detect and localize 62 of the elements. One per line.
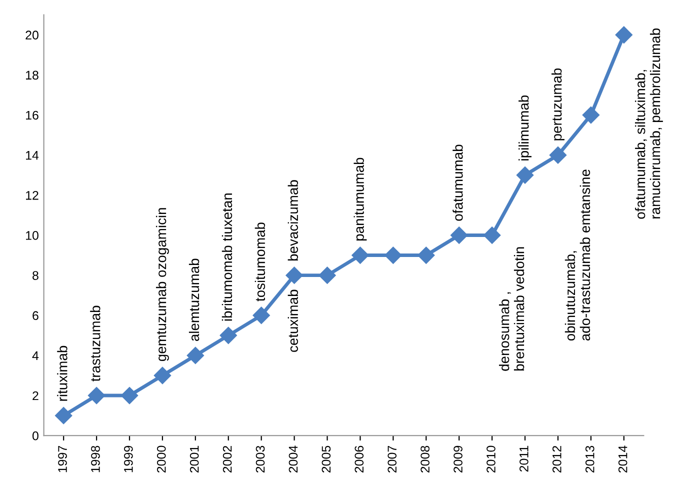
annotation: tositumomab <box>254 222 266 302</box>
point <box>384 246 402 264</box>
x-tick-label: 2006 <box>354 446 364 472</box>
y-tick-label: 12 <box>26 190 38 200</box>
x-tick-label: 2005 <box>322 446 331 472</box>
point <box>352 246 369 264</box>
annotation: ofatumumab <box>452 144 463 221</box>
x-tick-label: 2009 <box>454 446 462 472</box>
y-tick-label: 16 <box>26 110 38 120</box>
x-tick-label: 2001 <box>190 446 199 472</box>
point <box>88 386 106 404</box>
x-tick-label: 2008 <box>420 446 430 472</box>
x-tick-label: 2004 <box>288 446 298 472</box>
y-tick-label: 4 <box>32 351 39 360</box>
point <box>154 366 172 384</box>
y-tick-label: 2 <box>32 391 38 400</box>
annotation: bevacizumab <box>288 180 298 261</box>
point <box>220 326 237 344</box>
y-tick-label: 20 <box>26 30 38 40</box>
x-tick-label: 2012 <box>552 446 562 472</box>
annotation: trastuzumab <box>90 306 100 382</box>
point <box>484 226 501 244</box>
point <box>516 166 534 184</box>
annotation: gemtuzumab ozogamicin <box>156 208 169 362</box>
annotation: obinutuzumab, ado-trastuzumab emtansine <box>564 170 590 341</box>
annotation: rituximab <box>57 346 68 401</box>
x-tick-label: 1998 <box>91 446 100 472</box>
x-tick-label: 2007 <box>388 446 397 472</box>
point <box>186 346 204 364</box>
x-tick-label: 2014 <box>618 446 628 472</box>
x-tick-label: 2003 <box>256 446 265 472</box>
x-tick-label: 2002 <box>222 446 232 472</box>
point <box>120 386 138 404</box>
point <box>418 246 435 264</box>
annotation: pertuzumab <box>552 68 564 140</box>
x-tick-label: 2000 <box>156 446 166 472</box>
point <box>582 106 600 124</box>
y-tick-label: 0 <box>32 431 38 440</box>
point <box>549 146 567 164</box>
y-tick-label: 18 <box>26 70 38 80</box>
x-tick-label: 1999 <box>124 446 133 472</box>
x-tick-label: 2013 <box>585 446 594 472</box>
annotation: ofatumumab, siltuximab, ramucinrumab, pembrolizumab <box>635 28 663 219</box>
point <box>55 407 72 424</box>
y-tick-label: 6 <box>32 311 38 320</box>
point <box>615 26 632 44</box>
x-tick-label: 2011 <box>520 446 528 472</box>
x-tick-label: 2010 <box>486 446 496 472</box>
y-tick-label: 8 <box>32 271 38 280</box>
point <box>318 266 336 284</box>
annotation: ipilimumab <box>518 95 532 160</box>
annotation: panitumumab <box>354 158 367 240</box>
annotation: alemtuzumab <box>188 258 200 341</box>
y-tick-label: 14 <box>26 151 39 160</box>
annotation: denosumab , brentuximab vedotin <box>499 247 524 371</box>
y-tick-label: 10 <box>26 231 38 240</box>
annotation: ibritumomab tiuxetan <box>222 194 232 321</box>
annotation: cetuximab <box>288 290 298 352</box>
point <box>450 226 468 244</box>
point <box>286 266 303 284</box>
x-tick-label: 1997 <box>58 446 67 472</box>
point <box>252 306 270 324</box>
